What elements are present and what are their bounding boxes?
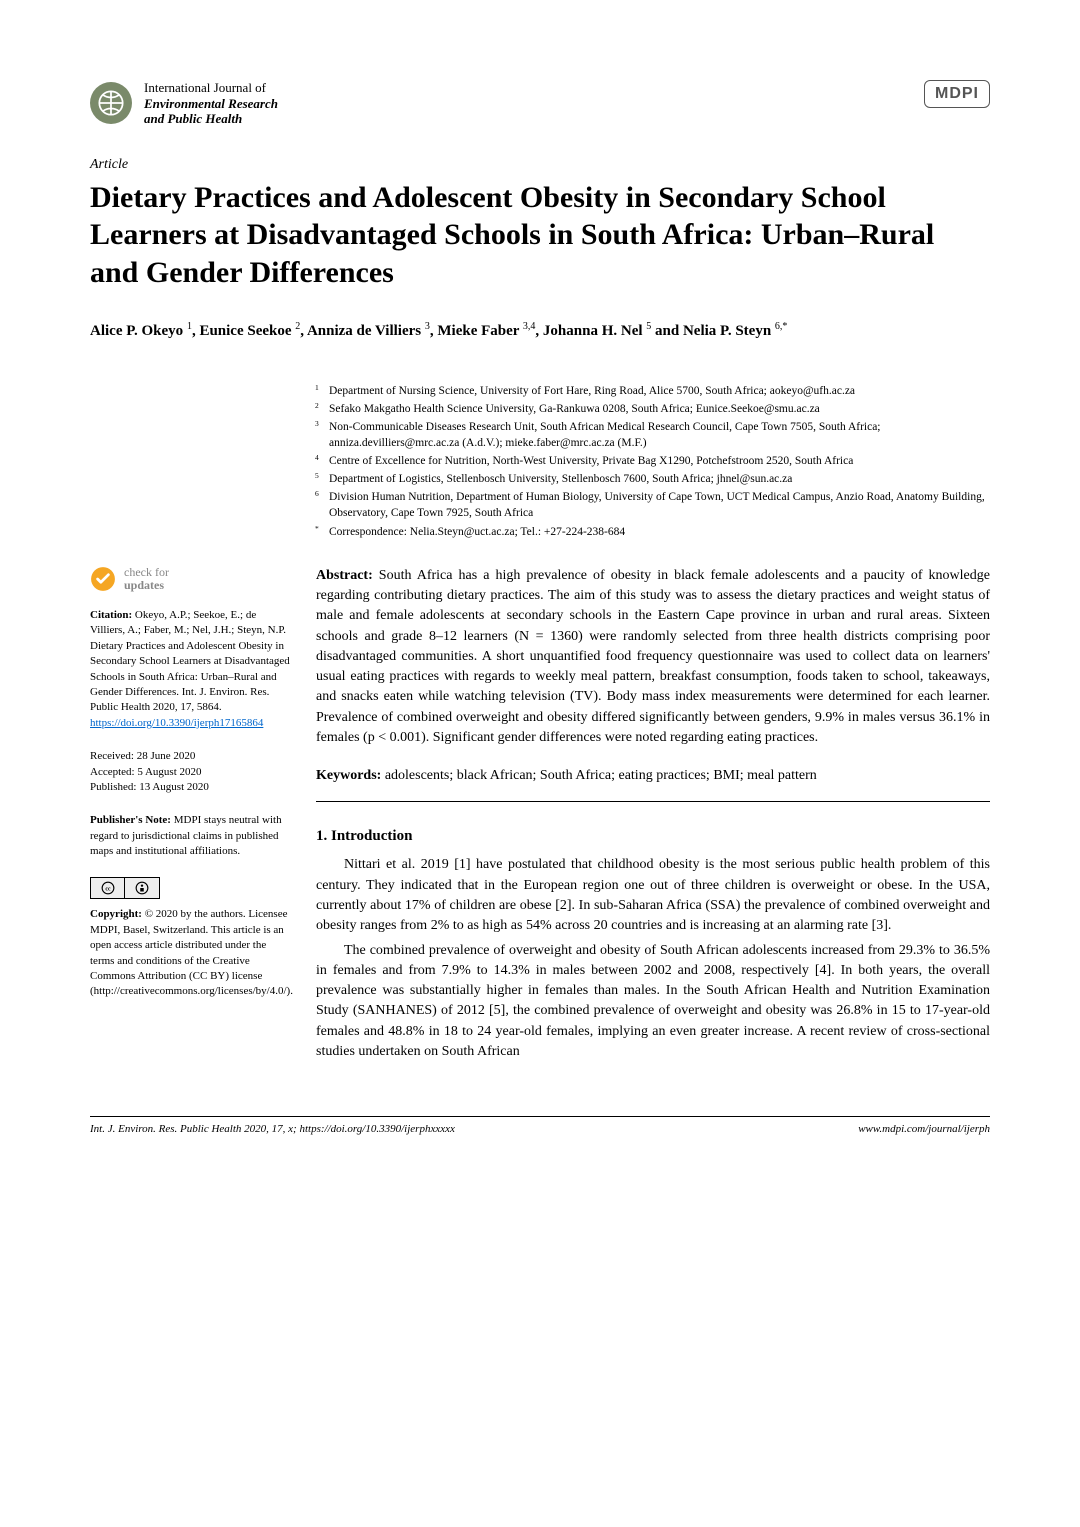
affiliation-num: 1 [315,383,329,399]
article-type: Article [90,157,990,173]
keywords-text: adolescents; black African; South Africa… [381,768,816,783]
publishers-note: Publisher's Note: MDPI stays neutral wit… [90,813,290,859]
date-accepted: Accepted: 5 August 2020 [90,765,290,780]
page-header: International Journal of Environmental R… [90,80,990,127]
affiliation-text: Department of Nursing Science, Universit… [329,383,990,399]
publisher-logo: MDPI [924,80,990,108]
article-title: Dietary Practices and Adolescent Obesity… [90,179,990,292]
affiliation-num: * [315,524,329,540]
date-published: Published: 13 August 2020 [90,780,290,795]
affiliation-text: Sefako Makgatho Health Science Universit… [329,401,990,417]
affiliation-row: 4Centre of Excellence for Nutrition, Nor… [315,453,990,469]
keywords-label: Keywords: [316,768,381,783]
journal-line1: International Journal of [144,80,278,96]
affiliation-num: 3 [315,419,329,451]
affiliation-row: 1Department of Nursing Science, Universi… [315,383,990,399]
main-content: Abstract: South Africa has a high preval… [316,566,990,1067]
check-updates-label: check for updates [124,566,169,592]
check-updates-icon [90,566,116,592]
cc-icon: cc [91,878,125,898]
citation-label: Citation: [90,609,132,621]
affiliation-text: Correspondence: Nelia.Steyn@uct.ac.za; T… [329,524,990,540]
affiliation-num: 4 [315,453,329,469]
affiliation-num: 2 [315,401,329,417]
sidebar: check for updates Citation: Okeyo, A.P.;… [90,566,290,1067]
section-divider [316,801,990,802]
affiliation-row: *Correspondence: Nelia.Steyn@uct.ac.za; … [315,524,990,540]
journal-line2: Environmental Research [144,96,278,112]
journal-logo-icon [90,82,132,124]
by-icon [125,878,159,898]
affiliation-row: 3Non-Communicable Diseases Research Unit… [315,419,990,451]
affiliation-text: Centre of Excellence for Nutrition, Nort… [329,453,990,469]
citation-doi-link[interactable]: https://doi.org/10.3390/ijerph17165864 [90,717,263,729]
journal-line3: and Public Health [144,111,278,127]
keywords: Keywords: adolescents; black African; So… [316,766,990,786]
affiliation-row: 2Sefako Makgatho Health Science Universi… [315,401,990,417]
citation-text: Okeyo, A.P.; Seekoe, E.; de Villiers, A.… [90,609,290,713]
section-heading-introduction: 1. Introduction [316,826,990,848]
copyright-block: Copyright: © 2020 by the authors. Licens… [90,907,290,999]
svg-text:cc: cc [105,887,111,893]
abstract: Abstract: South Africa has a high preval… [316,566,990,749]
affiliation-text: Department of Logistics, Stellenbosch Un… [329,471,990,487]
dates-block: Received: 28 June 2020 Accepted: 5 Augus… [90,749,290,795]
journal-name: International Journal of Environmental R… [144,80,278,127]
check-for-updates[interactable]: check for updates [90,566,290,592]
abstract-label: Abstract: [316,568,373,583]
affiliation-num: 5 [315,471,329,487]
copyright-text: © 2020 by the authors. Licensee MDPI, Ba… [90,908,293,997]
affiliations-block: 1Department of Nursing Science, Universi… [315,383,990,540]
affiliation-text: Division Human Nutrition, Department of … [329,489,990,521]
affiliation-row: 6Division Human Nutrition, Department of… [315,489,990,521]
citation-block: Citation: Okeyo, A.P.; Seekoe, E.; de Vi… [90,608,290,731]
affiliation-row: 5Department of Logistics, Stellenbosch U… [315,471,990,487]
body-paragraph: Nittari et al. 2019 [1] have postulated … [316,855,990,936]
affiliation-num: 6 [315,489,329,521]
abstract-text: South Africa has a high prevalence of ob… [316,568,990,745]
cc-license-badge: cc [90,877,160,899]
affiliation-text: Non-Communicable Diseases Research Unit,… [329,419,990,451]
journal-block: International Journal of Environmental R… [90,80,278,127]
date-received: Received: 28 June 2020 [90,749,290,764]
author-list: Alice P. Okeyo 1, Eunice Seekoe 2, Anniz… [90,319,990,343]
footer-left: Int. J. Environ. Res. Public Health 2020… [90,1123,455,1135]
copyright-label: Copyright: [90,908,142,920]
footer-right: www.mdpi.com/journal/ijerph [858,1123,990,1135]
publishers-note-label: Publisher's Note: [90,814,171,826]
body-paragraph: The combined prevalence of overweight an… [316,941,990,1063]
page-footer: Int. J. Environ. Res. Public Health 2020… [90,1116,990,1135]
